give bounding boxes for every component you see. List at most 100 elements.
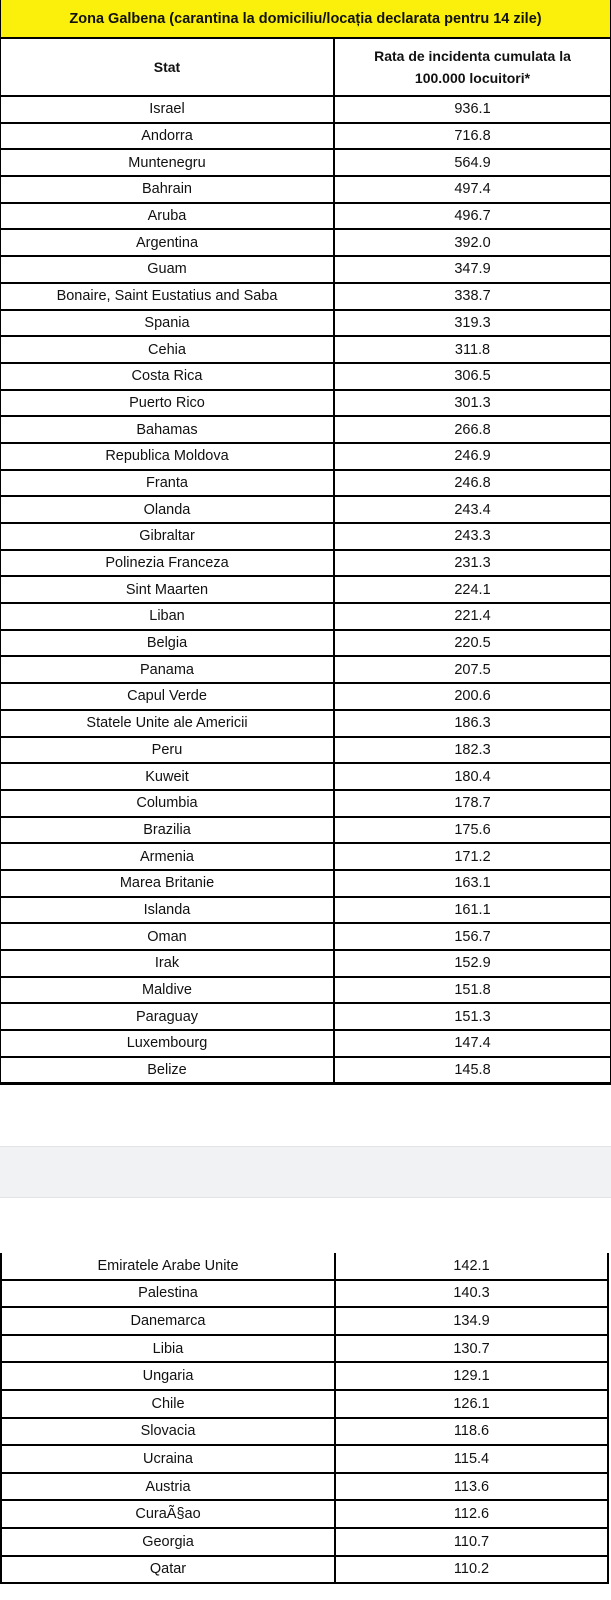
country-cell: Panama	[1, 657, 335, 683]
country-cell: Cehia	[1, 337, 335, 362]
rate-cell: 246.9	[454, 448, 491, 465]
quarantine-table-part-1: Zona Galbena (carantina la domiciliu/loc…	[0, 0, 611, 1086]
table-row: Panama 207.5	[1, 657, 610, 685]
rate-cell: 110.2	[453, 1561, 490, 1578]
rate-cell: 129.1	[453, 1368, 490, 1385]
country-cell: CuraÃ§ao	[2, 1501, 336, 1527]
table-row: Andorra 716.8	[1, 123, 610, 151]
country-cell: Muntenegru	[1, 150, 335, 176]
country-cell: Costa Rica	[1, 363, 335, 389]
rate-header-line2: 100.000 locuitori*	[414, 70, 531, 86]
rate-cell: 130.7	[453, 1340, 490, 1357]
table-row: Austria 113.6	[2, 1473, 607, 1502]
quarantine-table-part-2: Emiratele Arabe Unite 142.1 Palestina 140.3…	[0, 1253, 609, 1585]
rate-cell: 126.1	[453, 1395, 490, 1412]
page-separator	[0, 1146, 611, 1198]
rate-cell: 392.0	[454, 234, 491, 251]
rate-cell: 246.8	[454, 474, 491, 491]
country-cell: Peru	[1, 737, 335, 763]
table-row: Belize 145.8	[1, 1057, 610, 1085]
table-row: Libia 130.7	[2, 1335, 607, 1364]
table-row: Peru 182.3	[1, 737, 610, 765]
table-row: Puerto Rico 301.3	[1, 390, 610, 418]
rate-cell: 319.3	[454, 314, 491, 331]
table-row: Qatar 110.2	[2, 1556, 607, 1585]
table-row: Aruba 496.7	[1, 203, 610, 231]
country-cell: Danemarca	[2, 1308, 336, 1334]
rate-cell: 180.4	[454, 768, 491, 785]
rate-cell: 113.6	[453, 1478, 490, 1495]
country-cell: Slovacia	[2, 1418, 336, 1445]
country-cell: Austria	[2, 1473, 336, 1500]
country-cell: Columbia	[1, 790, 335, 816]
country-cell: Bahrain	[1, 177, 335, 202]
country-cell: Islanda	[1, 897, 335, 923]
rate-cell: 347.9	[454, 261, 491, 278]
table-row: Spania 319.3	[1, 310, 610, 338]
table-row: Ucraina 115.4	[2, 1446, 607, 1474]
table-row: Palestina 140.3	[2, 1280, 607, 1309]
rate-cell: 221.4	[454, 608, 491, 625]
country-cell: Bahamas	[1, 417, 335, 442]
table-row: Polinezia Franceza 231.3	[1, 550, 610, 578]
rate-cell: 112.6	[453, 1506, 490, 1523]
country-cell: Luxembourg	[1, 1031, 335, 1056]
table-row: Armenia 171.2	[1, 844, 610, 871]
rate-cell: 224.1	[454, 581, 491, 598]
country-cell: Republica Moldova	[1, 443, 335, 469]
table-row: Paraguay 151.3	[1, 1004, 610, 1032]
country-cell: Belgia	[1, 630, 335, 656]
table-row: Cehia 311.8	[1, 337, 610, 364]
country-cell: Bonaire, Saint Eustatius and Saba	[1, 283, 335, 309]
rate-cell: 156.7	[454, 928, 491, 945]
rate-cell: 175.6	[454, 821, 491, 838]
rate-cell: 200.6	[454, 688, 491, 705]
rate-cell: 178.7	[454, 795, 491, 812]
country-cell: Argentina	[1, 230, 335, 256]
country-cell: Liban	[1, 604, 335, 629]
table-row: Sint Maarten 224.1	[1, 577, 610, 605]
rate-cell: 266.8	[454, 421, 491, 438]
table-row: Israel 936.1	[1, 97, 610, 124]
table-row: Columbia 178.7	[1, 790, 610, 818]
table-row: Guam 347.9	[1, 257, 610, 284]
table-row: Luxembourg 147.4	[1, 1031, 610, 1058]
country-cell: Sint Maarten	[1, 577, 335, 603]
table-row: Ungaria 129.1	[2, 1363, 607, 1391]
table-title: Zona Galbena (carantina la domiciliu/loc…	[1, 0, 610, 39]
rate-cell: 163.1	[454, 875, 491, 892]
rate-cell: 110.7	[453, 1533, 490, 1550]
table-row: Islanda 161.1	[1, 897, 610, 925]
rate-cell: 231.3	[454, 555, 491, 572]
rate-cell: 207.5	[454, 661, 491, 678]
country-cell: Ungaria	[2, 1363, 336, 1389]
country-cell: Georgia	[2, 1528, 336, 1555]
country-cell: Kuweit	[1, 764, 335, 789]
rate-cell: 182.3	[454, 741, 491, 758]
country-cell: Capul Verde	[1, 684, 335, 709]
rate-cell: 142.1	[453, 1257, 490, 1274]
table-row: Republica Moldova 246.9	[1, 443, 610, 471]
country-cell: Ucraina	[2, 1446, 336, 1472]
country-cell: Olanda	[1, 497, 335, 522]
rate-cell: 716.8	[454, 128, 491, 145]
country-cell: Irak	[1, 951, 335, 976]
table-row: Oman 156.7	[1, 924, 610, 951]
rate-cell: 161.1	[454, 901, 491, 918]
table-row: Irak 152.9	[1, 951, 610, 978]
country-cell: Guam	[1, 257, 335, 282]
rate-cell: 151.3	[454, 1008, 491, 1025]
country-cell: Puerto Rico	[1, 390, 335, 416]
table-row: Bonaire, Saint Eustatius and Saba 338.7	[1, 283, 610, 311]
country-cell: Belize	[1, 1057, 335, 1083]
country-cell: Gibraltar	[1, 524, 335, 549]
country-cell: Spania	[1, 310, 335, 336]
rate-cell: 171.2	[454, 848, 491, 865]
table-row: Slovacia 118.6	[2, 1418, 607, 1447]
country-cell: Libia	[2, 1335, 336, 1362]
country-cell: Andorra	[1, 123, 335, 149]
column-header-rate: Rata de incidenta cumulata la 100.000 loc…	[335, 39, 610, 95]
rate-cell: 243.4	[454, 501, 491, 518]
table-row: Maldive 151.8	[1, 977, 610, 1005]
table-row: Liban 221.4	[1, 604, 610, 631]
